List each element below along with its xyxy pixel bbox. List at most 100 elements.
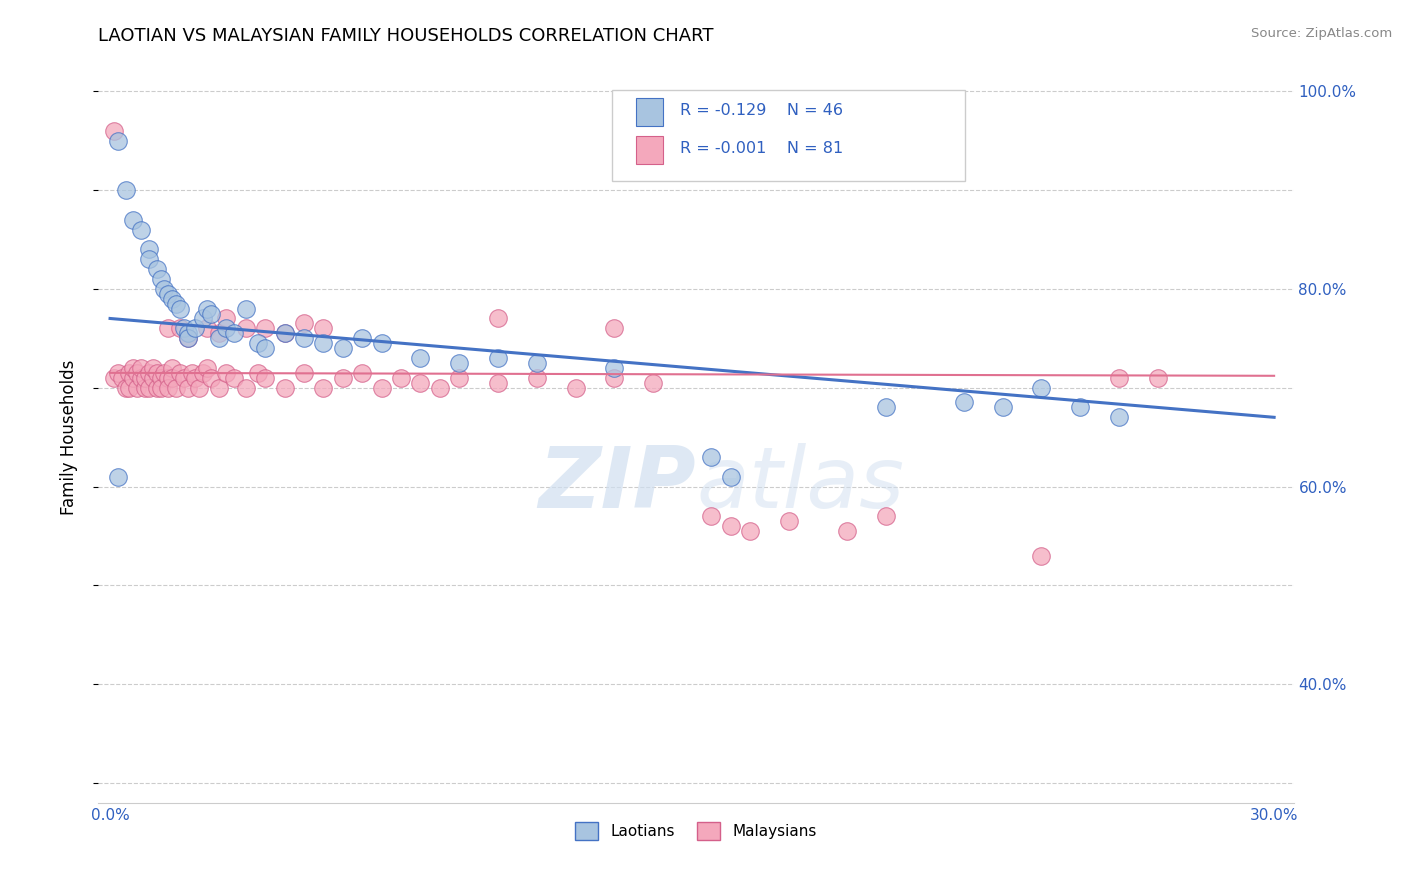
Point [169, 366, 191, 380]
Point [564, 381, 586, 395]
Point [224, 326, 246, 341]
Point [193, 311, 215, 326]
Point [107, 366, 129, 380]
Point [129, 360, 152, 375]
Point [254, 371, 277, 385]
Point [449, 356, 471, 370]
Point [195, 301, 218, 316]
Point [165, 381, 187, 395]
Point [176, 326, 198, 341]
Point [389, 371, 412, 385]
Point [720, 469, 742, 483]
Point [157, 381, 180, 395]
Bar [637, 136, 662, 164]
Point [778, 514, 800, 528]
Point [526, 356, 548, 370]
Point [176, 381, 198, 395]
Bar [637, 98, 662, 127]
Point [122, 360, 145, 375]
Point [173, 371, 195, 385]
Point [370, 381, 392, 395]
Point [254, 321, 277, 335]
Point [837, 524, 859, 538]
Point [208, 326, 231, 341]
Point [157, 371, 180, 385]
Point [273, 326, 295, 341]
Point [176, 331, 198, 345]
Point [292, 331, 315, 345]
Point [700, 509, 723, 524]
Point [312, 381, 335, 395]
Text: atlas: atlas [696, 443, 904, 526]
Point [169, 301, 191, 316]
Point [875, 509, 897, 524]
Point [153, 282, 176, 296]
Point [1031, 549, 1053, 563]
Point [246, 366, 269, 380]
Point [603, 321, 626, 335]
Text: ZIP: ZIP [538, 443, 696, 526]
Point [224, 371, 246, 385]
Point [184, 371, 207, 385]
Point [169, 321, 191, 335]
Point [118, 381, 141, 395]
Point [952, 395, 974, 409]
Point [165, 296, 187, 310]
Point [352, 366, 374, 380]
Point [603, 360, 626, 375]
Point [273, 381, 295, 395]
Point [215, 311, 238, 326]
Point [1108, 410, 1130, 425]
Point [429, 381, 451, 395]
Point [254, 341, 277, 355]
Point [138, 252, 160, 267]
Text: LAOTIAN VS MALAYSIAN FAMILY HOUSEHOLDS CORRELATION CHART: LAOTIAN VS MALAYSIAN FAMILY HOUSEHOLDS C… [98, 27, 714, 45]
Point [107, 134, 129, 148]
Legend: Laotians, Malaysians: Laotians, Malaysians [569, 815, 823, 847]
Y-axis label: Family Households: Family Households [59, 359, 77, 515]
Point [215, 366, 238, 380]
Point [122, 371, 145, 385]
Point [700, 450, 723, 464]
Point [200, 371, 222, 385]
Point [127, 381, 149, 395]
Text: R = -0.129    N = 46: R = -0.129 N = 46 [681, 103, 844, 119]
Point [180, 366, 202, 380]
Point [312, 321, 335, 335]
Point [332, 341, 354, 355]
Point [157, 321, 180, 335]
Point [409, 351, 432, 365]
Point [235, 381, 257, 395]
Point [142, 371, 165, 385]
Point [643, 376, 665, 390]
Point [142, 360, 165, 375]
Point [145, 262, 167, 277]
Point [149, 272, 172, 286]
Point [312, 336, 335, 351]
Point [875, 401, 897, 415]
Point [603, 371, 626, 385]
Point [991, 401, 1014, 415]
Point [352, 331, 374, 345]
Point [118, 366, 141, 380]
Point [122, 212, 145, 227]
Point [153, 366, 176, 380]
Point [195, 360, 218, 375]
Point [103, 371, 125, 385]
Point [246, 336, 269, 351]
Point [145, 381, 167, 395]
Point [103, 123, 125, 137]
Point [160, 371, 183, 385]
Point [208, 381, 231, 395]
Point [160, 360, 183, 375]
Point [292, 317, 315, 331]
Point [235, 301, 257, 316]
Point [486, 376, 509, 390]
Point [129, 222, 152, 236]
Point [114, 381, 136, 395]
Point [208, 331, 231, 345]
Point [193, 366, 215, 380]
Point [138, 381, 160, 395]
Point [370, 336, 392, 351]
Point [138, 366, 160, 380]
